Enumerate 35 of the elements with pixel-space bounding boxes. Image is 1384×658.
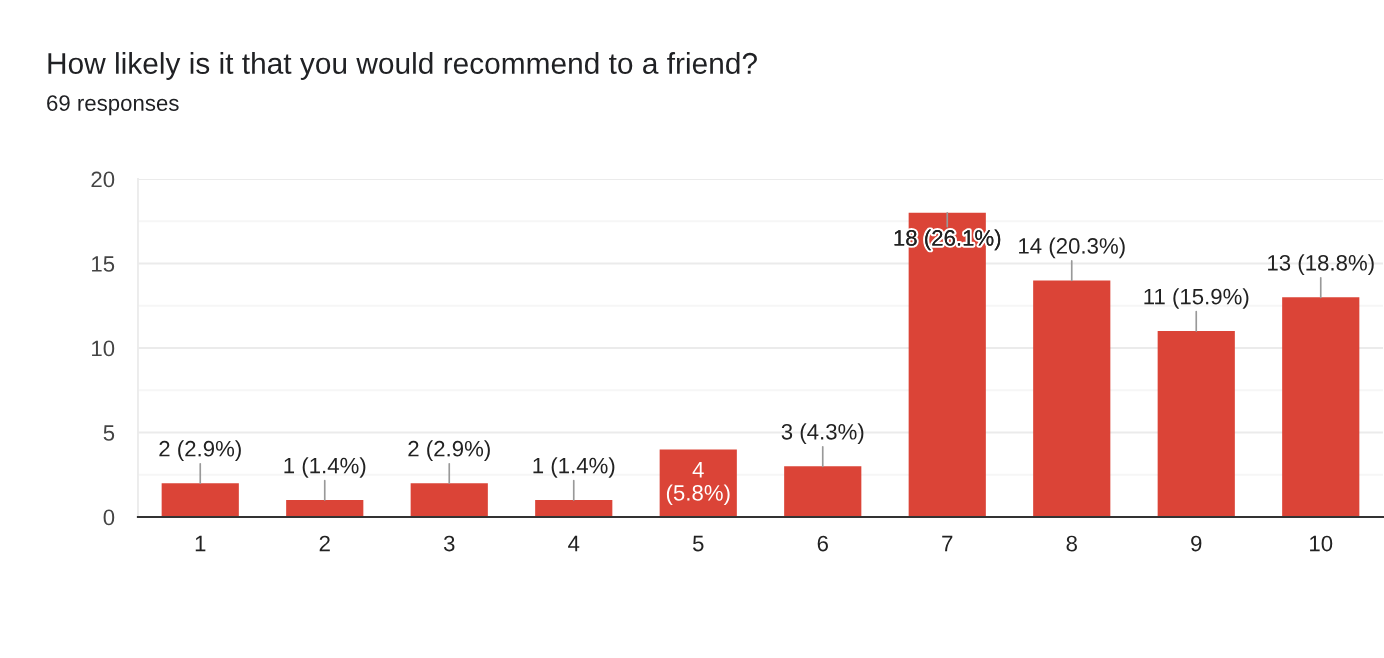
data-label: 2 (2.9%): [408, 440, 490, 461]
y-tick-label: 0: [103, 509, 115, 526]
chart-subtitle: 69 responses: [47, 95, 179, 116]
y-tick-label: 20: [91, 171, 115, 188]
bar: [286, 500, 364, 517]
x-tick-label: 1: [195, 535, 206, 552]
x-tick-label: 4: [568, 535, 580, 552]
data-label: 2 (2.9%): [159, 440, 241, 461]
x-tick-label: 2: [319, 535, 330, 552]
x-tick-label: 10: [1310, 535, 1333, 552]
bar: [1157, 331, 1235, 517]
x-tick-label: 7: [942, 535, 953, 552]
data-label: 1 (1.4%): [284, 457, 366, 478]
x-tick-label: 3: [443, 535, 455, 552]
data-label: 4 (5.8%): [666, 462, 730, 506]
y-tick-label: 15: [92, 256, 115, 272]
data-label: 1 (1.4%): [533, 457, 615, 478]
data-label: 14 (20.3%): [1019, 237, 1125, 259]
data-label: 3 (4.3%): [781, 423, 864, 445]
bar: [410, 483, 488, 517]
x-tick-label: 5: [692, 535, 704, 552]
data-label: 13 (18.8%): [1268, 254, 1374, 276]
x-tick-label: 8: [1066, 535, 1077, 552]
y-tick-label: 5: [103, 425, 115, 441]
y-tick-label: 10: [92, 340, 115, 357]
x-tick-label: 9: [1191, 535, 1202, 552]
x-tick-label: 6: [817, 535, 828, 552]
bar: [1282, 297, 1360, 517]
bar: [535, 500, 613, 517]
data-label: 11 (15.9%): [1144, 288, 1249, 309]
chart-title: How likely is it that you would recommend to a friend?: [48, 52, 757, 80]
bar: [784, 466, 862, 517]
bar: [659, 449, 737, 517]
bar: [161, 483, 239, 517]
bar: [1033, 280, 1111, 517]
